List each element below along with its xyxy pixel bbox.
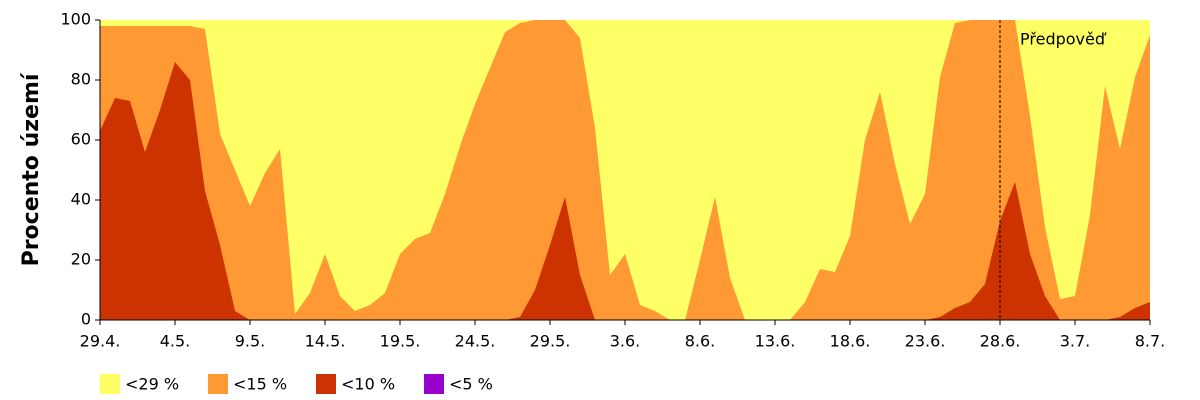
x-tick-label: 9.5.: [235, 332, 266, 351]
y-tick-label: 0: [81, 310, 91, 329]
x-tick-label: 19.5.: [380, 332, 421, 351]
legend-swatch: [424, 374, 444, 394]
x-tick-label: 3.7.: [1060, 332, 1091, 351]
legend-label: <10 %: [341, 375, 395, 394]
x-tick-label: 28.6.: [980, 332, 1021, 351]
x-tick-label: 23.6.: [905, 332, 946, 351]
legend-label: <5 %: [449, 375, 493, 394]
x-tick-label: 18.6.: [830, 332, 871, 351]
x-tick-label: 29.5.: [530, 332, 571, 351]
x-tick-label: 13.6.: [755, 332, 796, 351]
x-tick-label: 29.4.: [80, 332, 121, 351]
y-tick-label: 80: [71, 70, 91, 89]
x-tick-label: 3.6.: [610, 332, 641, 351]
legend-label: <29 %: [125, 375, 179, 394]
x-tick-label: 14.5.: [305, 332, 346, 351]
y-tick-label: 40: [71, 190, 91, 209]
legend-label: <15 %: [233, 375, 287, 394]
y-axis-label: Procento území: [19, 72, 44, 266]
y-tick-label: 100: [60, 10, 91, 29]
legend-swatch: [208, 374, 228, 394]
x-tick-label: 8.7.: [1135, 332, 1166, 351]
x-tick-label: 4.5.: [160, 332, 191, 351]
area: [100, 20, 1150, 320]
area: [100, 62, 1150, 320]
y-tick-label: 20: [71, 250, 91, 269]
x-tick-label: 8.6.: [685, 332, 716, 351]
legend-swatch: [316, 374, 336, 394]
y-tick-label: 60: [71, 130, 91, 149]
annotation: Předpověď: [1020, 30, 1107, 49]
x-tick-label: 24.5.: [455, 332, 496, 351]
legend-swatch: [100, 374, 120, 394]
